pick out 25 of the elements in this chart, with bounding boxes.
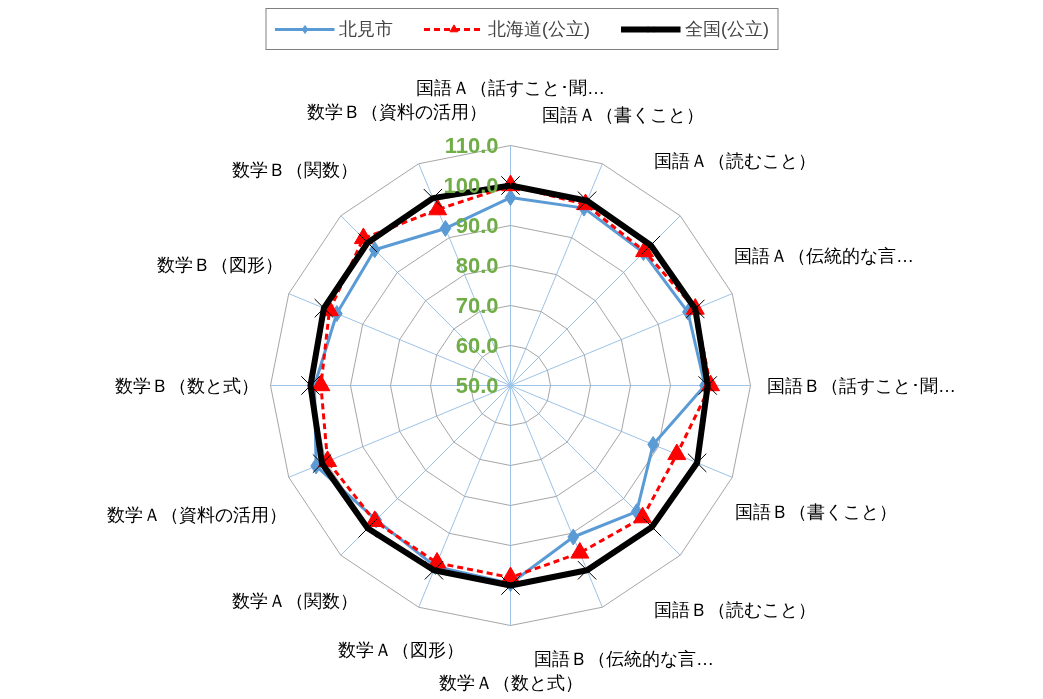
spoke-label: 数学Ａ（関数） <box>232 590 359 611</box>
legend-label: 全国(公立) <box>685 18 769 41</box>
y-tick-label: 80.0 <box>455 253 499 278</box>
y-tick-label: 60.0 <box>455 333 499 358</box>
spoke-label: 数学Ｂ（数と式） <box>114 375 259 396</box>
y-tick-label: 90.0 <box>455 213 499 238</box>
spoke-label: 数学Ａ（数と式） <box>438 673 583 694</box>
spoke-label: 国語Ｂ（読むこと） <box>653 599 816 620</box>
spoke-label: 数学Ｂ（関数） <box>232 160 359 181</box>
spoke-label: 国語Ｂ（書くこと） <box>735 502 898 523</box>
spoke-label: 国語Ａ（話すこと･聞… <box>416 77 605 98</box>
spoke-label: 数学Ｂ（資料の活用） <box>307 101 488 122</box>
spoke-label: 国語Ｂ（伝統的な言… <box>533 649 714 670</box>
spoke-label: 国語Ａ（書くこと） <box>541 104 704 125</box>
y-tick-label: 70.0 <box>455 293 499 318</box>
spoke-label: 国語Ａ（読むこと） <box>653 151 816 172</box>
spoke-label: 数学Ａ（資料の活用） <box>107 505 288 526</box>
legend-label: 北見市 <box>339 18 393 41</box>
y-tick-label: 50.0 <box>455 373 499 398</box>
spoke-label: 数学Ａ（図形） <box>338 639 465 660</box>
spoke-label: 国語Ａ（伝統的な言… <box>733 245 914 266</box>
legend-label: 北海道(公立) <box>488 18 590 41</box>
spoke-label: 国語Ｂ（話すこと･聞… <box>767 375 956 396</box>
y-tick-label: 110.0 <box>444 133 499 158</box>
spoke-label: 数学Ｂ（図形） <box>157 255 284 276</box>
